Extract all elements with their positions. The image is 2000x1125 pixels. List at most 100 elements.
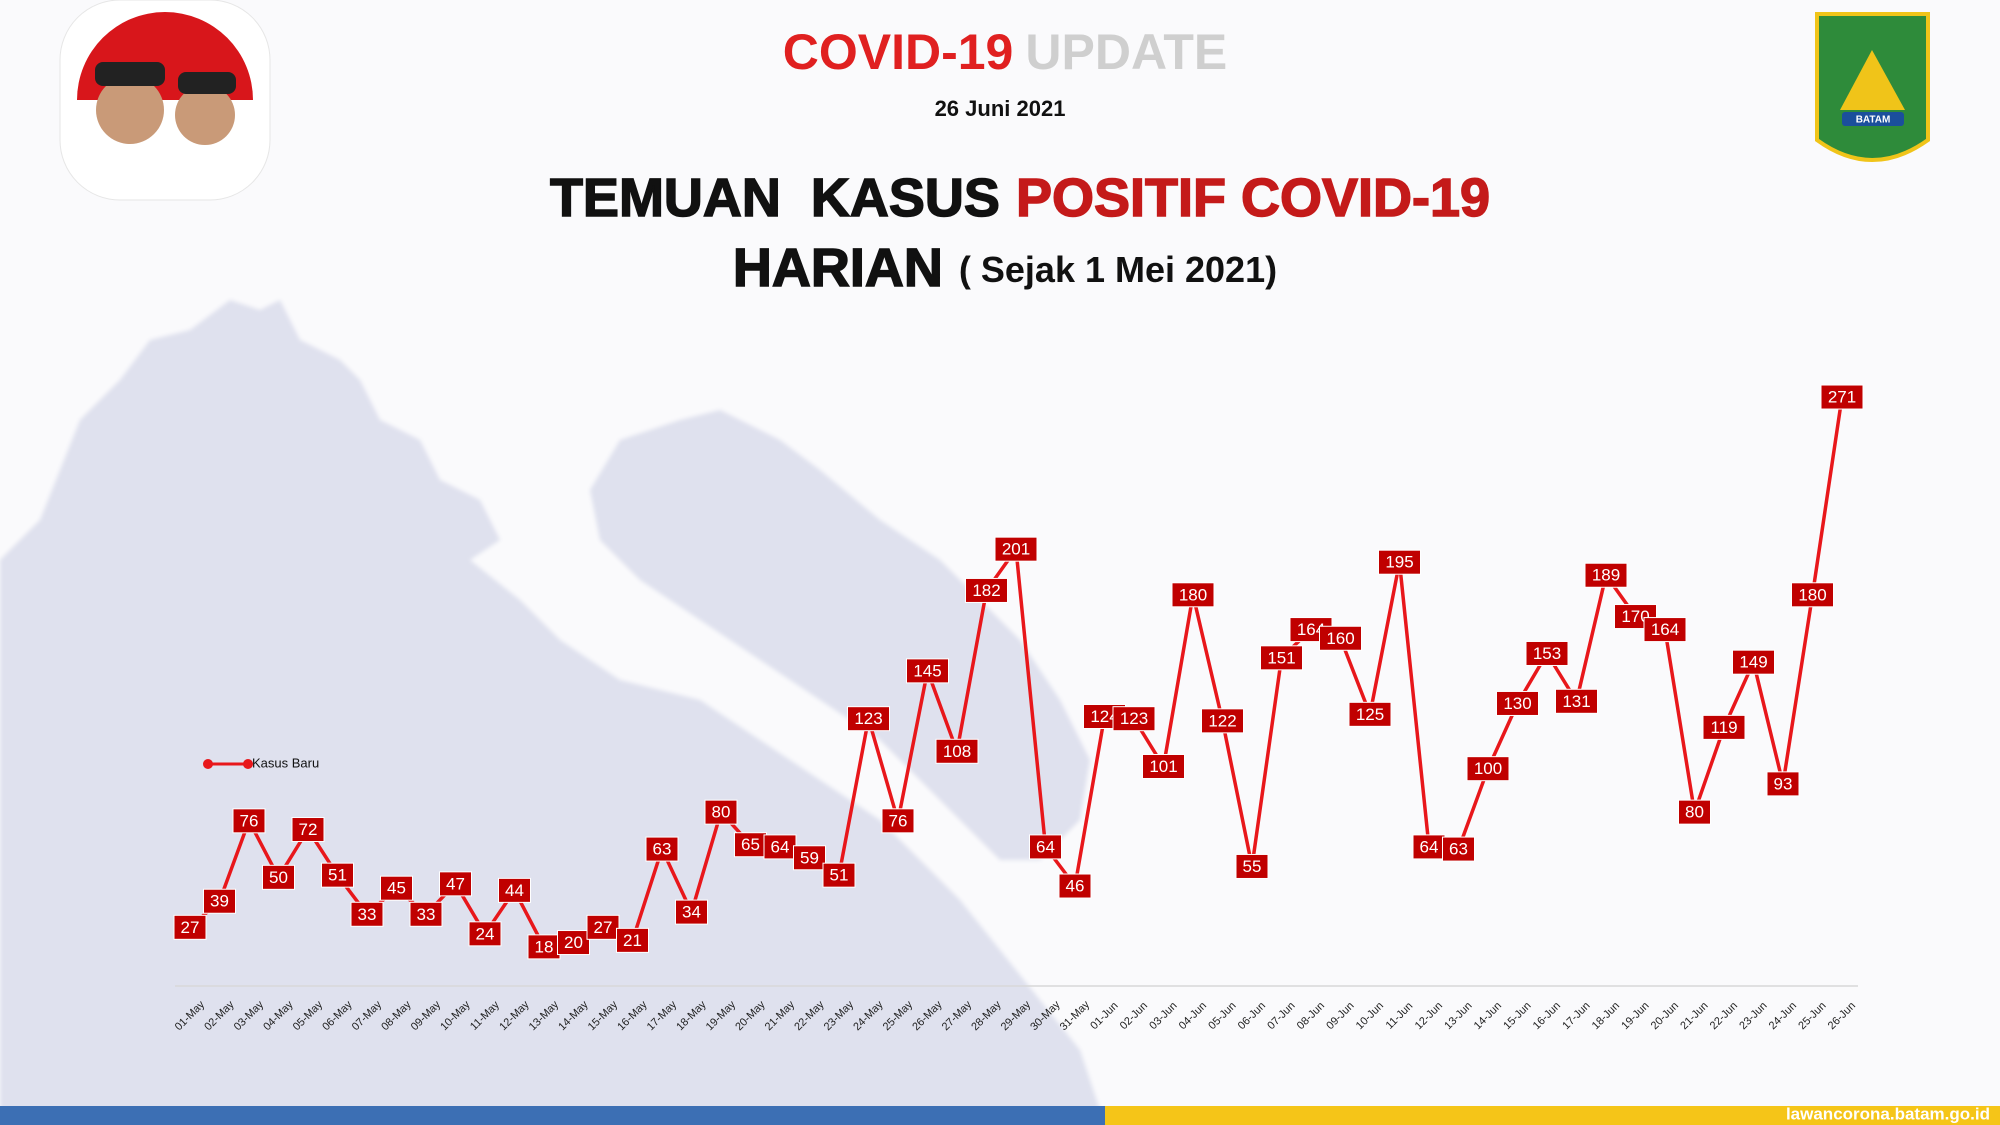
data-label-box [1201,708,1244,734]
data-label: 51 [830,866,849,885]
data-label-box [1820,384,1864,410]
x-tick-label: 25-Jun [1796,1000,1828,1032]
date: 26 Juni 2021 [935,96,1066,121]
data-label: 39 [210,892,229,911]
data-label-box [291,817,325,843]
footer-bar-blue [0,1106,1105,1125]
data-label-box [616,927,649,953]
data-label-box [468,921,502,947]
data-label: 33 [417,905,436,924]
data-label-box [1442,836,1475,862]
x-tick-label: 19-Jun [1619,1000,1651,1032]
x-tick-label: 11-Jun [1384,1000,1416,1032]
x-tick-label: 08-Jun [1295,1000,1327,1032]
title-red: POSITIF COVID-19 [1016,168,1490,228]
data-label: 201 [1002,540,1030,559]
data-label-box [409,901,443,927]
data-label: 145 [913,661,941,680]
data-label: 76 [240,811,259,830]
data-label: 164 [1651,620,1679,639]
data-label: 80 [712,803,731,822]
x-tick-label: 10-Jun [1354,1000,1386,1032]
data-label-box [1791,582,1834,608]
data-label-box [847,706,890,732]
data-label: 21 [623,931,642,950]
data-label-box [1766,771,1800,797]
data-label: 27 [594,918,613,937]
data-label: 55 [1243,857,1262,876]
data-label: 24 [476,924,495,943]
data-label: 47 [446,874,465,893]
badge: COVID-19 UPDATE [783,24,1227,80]
data-label: 271 [1828,388,1856,407]
data-label: 34 [682,903,701,922]
data-label: 108 [943,742,971,761]
data-label-box [321,862,354,888]
data-label: 149 [1739,653,1767,672]
chart-subtitle: HARIAN ( Sejak 1 Mei 2021) [733,238,1277,298]
x-tick-label: 21-Jun [1678,1000,1710,1032]
data-label-box [1142,753,1185,779]
map-background [0,300,1100,1110]
data-label-box [173,914,207,940]
x-tick-label: 26-Jun [1826,1000,1858,1032]
data-label: 195 [1385,553,1413,572]
data-label-box [994,536,1038,562]
data-label: 64 [1420,837,1439,856]
x-tick-label: 05-Jun [1206,1000,1238,1032]
footer-url: lawancorona.batam.go.id [1786,1104,1990,1123]
data-label: 180 [1179,585,1207,604]
data-label: 123 [1120,709,1148,728]
data-label-box [763,834,797,860]
x-tick-label: 15-Jun [1501,1000,1533,1032]
x-tick-label: 02-Jun [1118,1000,1150,1032]
data-label-box [1584,562,1628,588]
x-tick-label: 23-Jun [1737,1000,1769,1032]
data-label-box [1235,853,1269,879]
data-label-box [1702,714,1746,740]
x-tick-label: 06-Jun [1236,1000,1268,1032]
data-label-box [1319,625,1362,651]
data-label: 51 [328,866,347,885]
data-label-box [586,914,620,940]
data-label: 164 [1297,620,1325,639]
data-label: 101 [1149,757,1177,776]
data-label-box [439,871,472,897]
data-label-box [645,836,679,862]
data-label: 20 [564,933,583,952]
data-label-box [965,577,1008,603]
data-label-box [1496,690,1539,716]
data-label: 153 [1533,644,1561,663]
legend-marker [203,759,213,769]
data-label-box [380,875,413,901]
data-label-box [1678,799,1711,825]
x-tick-label: 20-Jun [1649,1000,1681,1032]
x-tick-label: 13-Jun [1442,1000,1474,1032]
x-tick-label: 17-Jun [1560,1000,1592,1032]
portrait-badge [59,0,271,201]
data-label: 18 [535,937,554,956]
data-label: 130 [1503,694,1531,713]
title-harian: HARIAN [733,238,943,298]
data-label: 180 [1798,585,1826,604]
data-label-box [1732,649,1775,675]
data-label: 122 [1208,711,1236,730]
data-label-box [557,930,590,956]
data-label: 65 [741,835,760,854]
data-label: 124 [1090,707,1118,726]
data-label: 50 [269,868,288,887]
data-label: 160 [1326,629,1354,648]
legend-marker [243,759,253,769]
data-label: 33 [358,905,377,924]
data-label-box [1171,582,1215,608]
data-label: 93 [1774,774,1793,793]
data-label: 119 [1710,718,1737,737]
data-label-box [203,888,236,914]
x-tick-label: 16-Jun [1531,1000,1563,1032]
data-label: 170 [1621,607,1649,626]
data-label: 44 [505,881,524,900]
data-label-box [881,808,915,834]
data-label: 76 [889,811,908,830]
data-label-box [675,899,708,925]
data-label: 64 [1036,837,1055,856]
